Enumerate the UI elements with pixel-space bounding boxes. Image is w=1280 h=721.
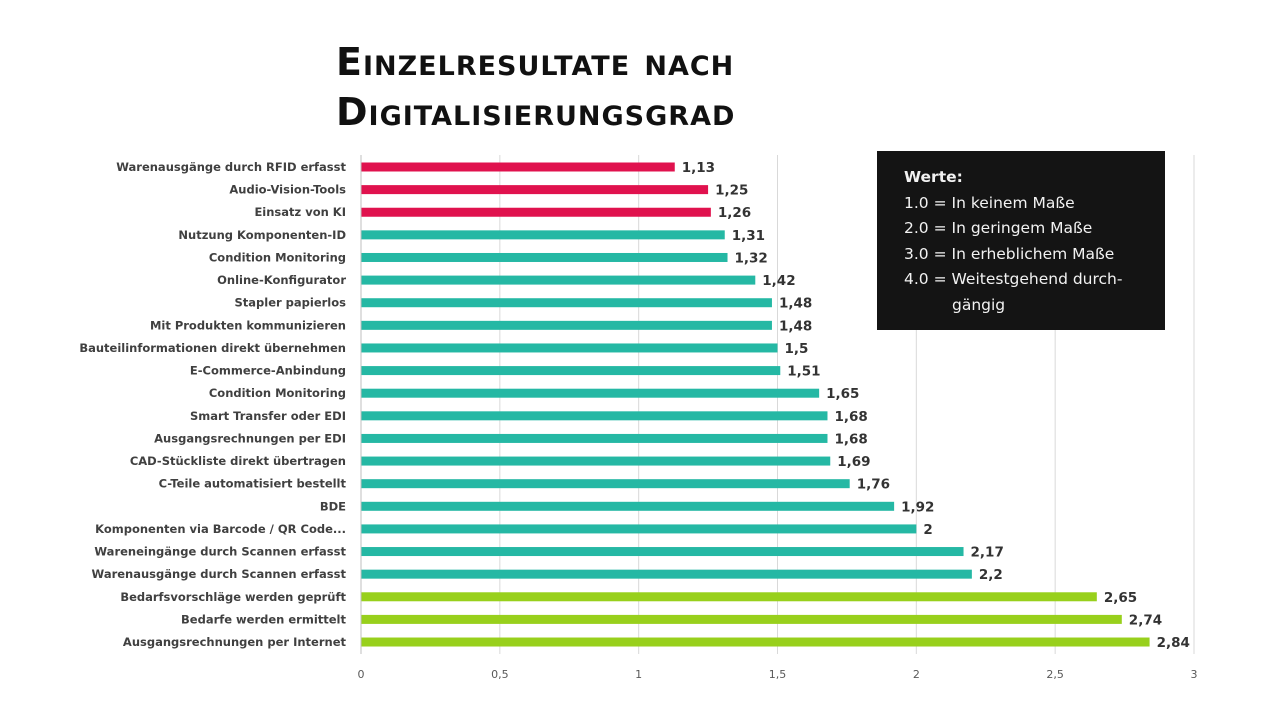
bar <box>361 366 781 376</box>
legend-item-4: 4.0 = Weitestgehend durch-gängig <box>904 267 1147 318</box>
value-label: 1,13 <box>682 160 715 176</box>
bar <box>361 320 772 330</box>
bar <box>361 501 895 511</box>
category-label: Ausgangsrechnungen per Internet <box>123 635 347 649</box>
bar <box>361 162 675 172</box>
value-label: 2,65 <box>1104 590 1137 606</box>
bar <box>361 388 820 398</box>
legend-item-2: 2.0 = In geringem Maße <box>904 216 1147 242</box>
value-label: 2,17 <box>971 545 1004 561</box>
legend-item-text: 1.0 = In keinem Maße <box>904 193 1075 212</box>
legend-item-1: 1.0 = In keinem Maße <box>904 191 1147 217</box>
value-label: 1,32 <box>735 250 768 266</box>
bar <box>361 411 828 421</box>
category-label: Bedarfe werden ermittelt <box>181 612 346 626</box>
bar <box>361 479 850 489</box>
legend-item-3: 3.0 = In erheblichem Maße <box>904 242 1147 268</box>
category-label: Ausgangsrechnungen per EDI <box>154 431 346 445</box>
category-label: Warenausgänge durch Scannen erfasst <box>92 567 347 581</box>
category-label: Warenausgänge durch RFID erfasst <box>116 160 346 174</box>
bar <box>361 343 778 353</box>
bar <box>361 230 725 240</box>
bar <box>361 252 728 262</box>
category-label: Audio-Vision-Tools <box>229 183 346 197</box>
legend-item-text: 3.0 = In erheblichem Maße <box>904 244 1115 263</box>
legend-item-text: 4.0 = Weitestgehend durch- <box>904 270 1123 288</box>
category-label: Einsatz von KI <box>254 205 346 219</box>
bar <box>361 614 1122 624</box>
bar <box>361 524 917 534</box>
value-label: 1,26 <box>718 205 751 221</box>
value-label: 1,76 <box>857 477 890 493</box>
chart-title-line-1: Einzelresultate nach <box>336 40 735 84</box>
bar <box>361 637 1150 647</box>
legend-item-text: 2.0 = In geringem Maße <box>904 219 1093 237</box>
legend-box: Werte: 1.0 = In keinem Maße 2.0 = In ger… <box>877 151 1165 330</box>
value-label: 1,48 <box>779 318 812 334</box>
x-tick-label: 0 <box>358 668 365 681</box>
value-label: 1,68 <box>834 409 867 425</box>
category-label: Smart Transfer oder EDI <box>190 409 346 423</box>
legend-item-text-continued: gängig <box>952 295 1006 314</box>
bar <box>361 592 1097 602</box>
bar <box>361 433 828 443</box>
value-label: 1,5 <box>785 341 809 357</box>
value-label: 1,51 <box>787 364 820 380</box>
value-label: 1,92 <box>901 499 934 515</box>
x-tick-label: 3 <box>1191 668 1198 681</box>
bar <box>361 185 709 195</box>
bar <box>361 547 964 557</box>
value-label: 1,31 <box>732 228 765 244</box>
value-label: 1,42 <box>762 273 795 289</box>
legend-heading: Werte: <box>904 168 963 186</box>
x-tick-label: 1,5 <box>769 668 787 681</box>
category-label: E-Commerce-Anbindung <box>190 364 346 378</box>
category-label: Online-Konfigurator <box>217 273 346 287</box>
category-label: Mit Produkten kommunizieren <box>150 318 346 332</box>
value-label: 1,69 <box>837 454 870 470</box>
category-label: Nutzung Komponenten-ID <box>178 228 346 242</box>
category-label: Bedarfsvorschläge werden geprüft <box>120 590 346 604</box>
bar <box>361 298 772 308</box>
value-label: 1,48 <box>779 296 812 312</box>
value-label: 1,68 <box>834 431 867 447</box>
category-label: Condition Monitoring <box>209 250 346 264</box>
value-label: 2,74 <box>1129 612 1162 628</box>
bar <box>361 207 711 217</box>
x-tick-label: 2,5 <box>1046 668 1064 681</box>
value-label: 1,65 <box>826 386 859 402</box>
chart-title-line-2: Digitalisierungsgrad <box>336 90 736 134</box>
value-label: 1,25 <box>715 183 748 199</box>
category-label: C-Teile automatisiert bestellt <box>159 477 347 491</box>
value-label: 2 <box>923 522 932 538</box>
bar <box>361 569 972 579</box>
category-label: Stapler papierlos <box>234 296 346 310</box>
value-label: 2,2 <box>979 567 1003 583</box>
bar <box>361 275 756 285</box>
x-tick-label: 2 <box>913 668 920 681</box>
category-label: Condition Monitoring <box>209 386 346 400</box>
category-label: CAD-Stückliste direkt übertragen <box>130 454 346 468</box>
x-tick-label: 0,5 <box>491 668 509 681</box>
category-label: BDE <box>320 499 346 513</box>
category-label: Komponenten via Barcode / QR Code... <box>95 522 346 536</box>
category-label: Wareneingänge durch Scannen erfasst <box>94 545 346 559</box>
x-tick-label: 1 <box>635 668 642 681</box>
category-label: Bauteilinformationen direkt übernehmen <box>79 341 346 355</box>
bar <box>361 456 831 466</box>
value-label: 2,84 <box>1157 635 1190 651</box>
